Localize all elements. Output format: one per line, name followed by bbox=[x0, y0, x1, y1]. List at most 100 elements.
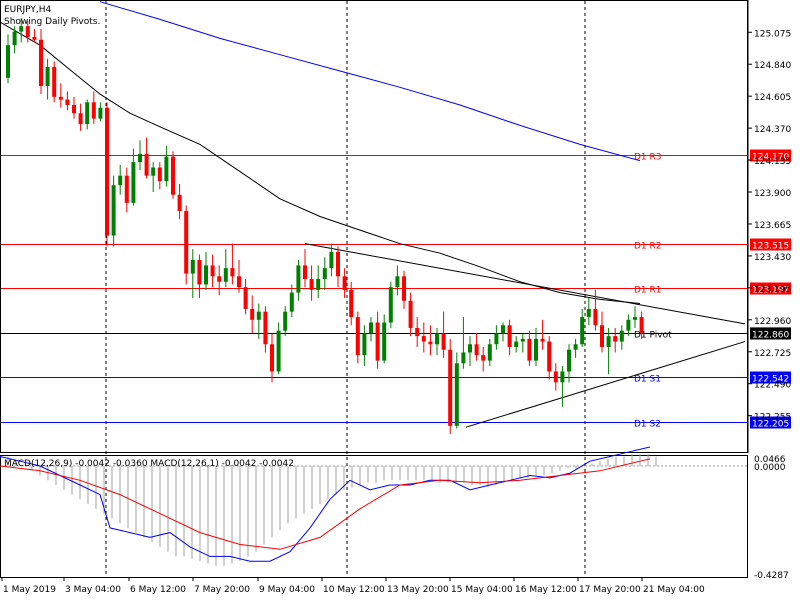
candle-body-4 bbox=[32, 37, 37, 40]
price-tick-label-9: 122.960 bbox=[754, 317, 791, 327]
current-price-text: 122.860 bbox=[752, 330, 789, 340]
pivot-label-1: D1 R2 bbox=[634, 242, 662, 252]
pivot-labels: D1 R3 124.170 D1 R2 123.515 D1 R1 123.197 D1 P… bbox=[634, 149, 791, 430]
pivot-label-2: D1 R1 bbox=[634, 286, 662, 296]
time-tick-label-9: 17 May 20:00 bbox=[579, 585, 641, 595]
candle-body-67 bbox=[448, 349, 453, 426]
price-tick-label-2: 124.605 bbox=[754, 93, 791, 103]
candle-body-6 bbox=[45, 66, 50, 86]
candle-body-35 bbox=[237, 276, 241, 288]
candle-body-47 bbox=[316, 279, 321, 290]
price-tick-label-8: 123.195 bbox=[754, 285, 791, 295]
candle-body-30 bbox=[204, 265, 208, 285]
candle-body-60 bbox=[402, 276, 406, 301]
price-tick-label-0: 125.075 bbox=[754, 29, 791, 39]
candle-body-76 bbox=[507, 325, 512, 347]
time-tick-label-8: 16 May 12:00 bbox=[515, 585, 577, 595]
candle-body-46 bbox=[309, 279, 314, 290]
candle-body-29 bbox=[197, 259, 202, 285]
candle-body-0 bbox=[6, 45, 10, 78]
price-tick-label-1: 124.840 bbox=[754, 61, 791, 71]
candle-body-54 bbox=[362, 333, 367, 356]
candle-body-78 bbox=[520, 338, 525, 342]
candle-body-68 bbox=[454, 363, 459, 426]
candle-body-42 bbox=[283, 311, 288, 331]
candle-body-91 bbox=[606, 336, 611, 347]
candle-body-92 bbox=[613, 336, 618, 342]
candle-body-25 bbox=[171, 156, 175, 195]
price-tick-label-4: 124.135 bbox=[754, 157, 791, 167]
candle-body-7 bbox=[52, 66, 57, 97]
candle-body-85 bbox=[567, 349, 571, 372]
time-tick-label-10: 21 May 04:00 bbox=[643, 585, 705, 595]
candle-body-70 bbox=[468, 344, 472, 353]
candle-body-87 bbox=[580, 317, 585, 345]
candle-body-14 bbox=[98, 107, 103, 119]
candle-body-94 bbox=[626, 319, 631, 331]
candle-body-81 bbox=[540, 338, 545, 342]
candle-body-15 bbox=[105, 107, 109, 236]
trend-line-0 bbox=[304, 243, 746, 325]
price-tick-label-3: 124.370 bbox=[754, 125, 791, 135]
candle-body-77 bbox=[514, 341, 519, 347]
time-tick-label-7: 15 May 04:00 bbox=[451, 585, 513, 595]
ma-slow-line bbox=[99, 1, 641, 162]
candle-body-23 bbox=[157, 167, 162, 182]
price-tick-label-5: 123.900 bbox=[754, 189, 791, 199]
candle-body-57 bbox=[382, 322, 387, 361]
macd-tick-label-0: 0.0466 bbox=[754, 455, 786, 465]
candle-body-19 bbox=[131, 162, 136, 203]
candle-body-56 bbox=[375, 322, 380, 361]
trend-lines[interactable] bbox=[304, 243, 746, 428]
candle-body-10 bbox=[72, 105, 76, 114]
candle-body-83 bbox=[553, 371, 558, 383]
candle-body-28 bbox=[190, 259, 195, 274]
moving-averages bbox=[0, 1, 641, 304]
price-tick-label-12: 122.255 bbox=[754, 413, 791, 423]
candle-body-21 bbox=[144, 153, 149, 176]
price-tick-label-7: 123.430 bbox=[754, 253, 791, 263]
chart-subtitle: Showing Daily Pivots. bbox=[4, 17, 100, 27]
price-tick-label-11: 122.490 bbox=[754, 381, 791, 391]
candle-body-63 bbox=[421, 336, 426, 342]
pivot-label-3: D1 Pivot bbox=[634, 331, 672, 341]
candle-body-38 bbox=[256, 311, 261, 320]
candle-body-37 bbox=[250, 308, 255, 320]
pivot-price-tag-0 bbox=[750, 149, 791, 162]
candle-body-39 bbox=[263, 311, 268, 345]
candle-body-80 bbox=[534, 338, 538, 361]
candle-body-44 bbox=[296, 265, 301, 293]
time-axis[interactable]: 1 May 2019 3 May 04:00 6 May 12:00 7 May 20… bbox=[1, 577, 705, 595]
pivot-label-0: D1 R3 bbox=[634, 153, 662, 163]
candle-body-52 bbox=[349, 289, 354, 318]
candle-body-17 bbox=[118, 175, 123, 186]
candle-body-33 bbox=[223, 268, 228, 282]
candle-body-74 bbox=[494, 333, 499, 345]
candle-body-88 bbox=[586, 308, 591, 318]
candle-body-43 bbox=[289, 292, 294, 312]
candle-body-69 bbox=[461, 352, 466, 364]
candle-body-3 bbox=[25, 26, 30, 38]
candle-body-9 bbox=[65, 99, 70, 106]
price-axis[interactable]: 125.075 124.840 124.605 124.370 124.135 123.9… bbox=[747, 0, 791, 453]
price-tick-label-10: 122.725 bbox=[754, 349, 791, 359]
macd-tick-label-2: -0.4287 bbox=[754, 571, 789, 581]
time-tick-label-0: 1 May 2019 bbox=[3, 585, 56, 595]
candle-body-41 bbox=[276, 330, 281, 372]
pivot-price-text-2: 123.197 bbox=[752, 286, 789, 296]
candle-body-8 bbox=[58, 96, 63, 100]
candle-body-11 bbox=[78, 113, 83, 125]
macd-histogram bbox=[1, 454, 748, 566]
candle-body-53 bbox=[355, 317, 360, 356]
pivot-price-text-5: 122.205 bbox=[752, 420, 789, 430]
time-tick-label-4: 9 May 04:00 bbox=[259, 585, 315, 595]
pivot-label-5: D1 S2 bbox=[634, 420, 661, 430]
candle-body-95 bbox=[633, 317, 637, 320]
candle-body-49 bbox=[329, 251, 334, 269]
macd-pane[interactable] bbox=[0, 455, 748, 578]
candle-body-82 bbox=[547, 341, 552, 372]
candle-body-13 bbox=[91, 102, 96, 119]
macd-caption: MACD(12,26,9) -0.0042 -0.0360 MACD(12,26… bbox=[4, 459, 294, 469]
